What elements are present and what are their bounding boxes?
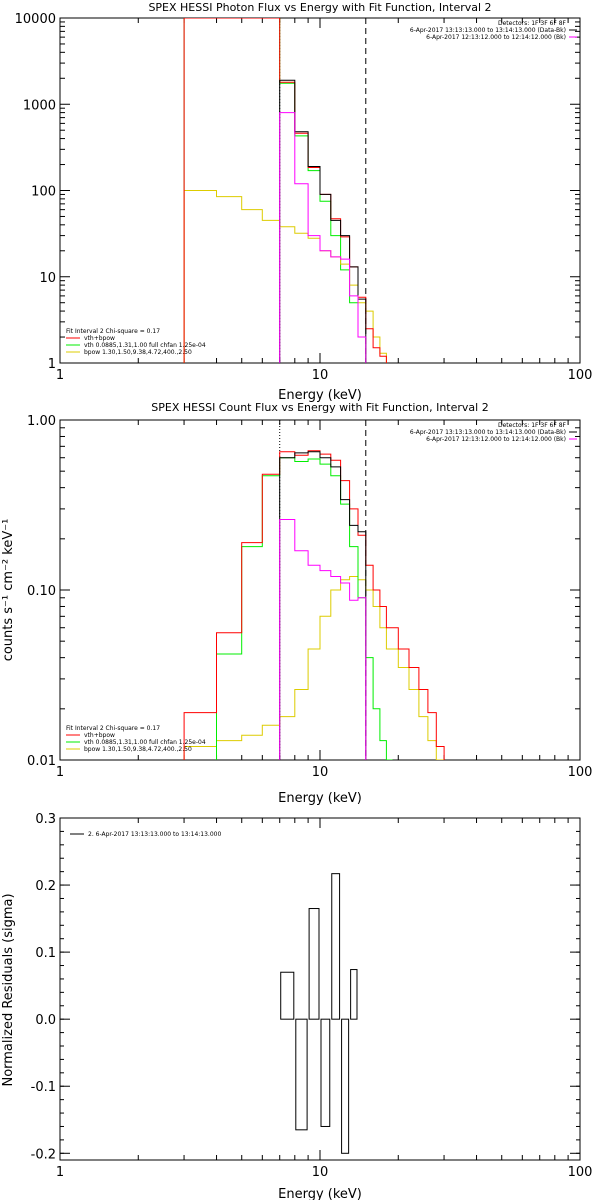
count-flux-panel: SPEX HESSI Count Flux vs Energy with Fit… <box>1 401 592 806</box>
time-interval-label: 6-Apr-2017 13:13:13.000 to 13:14:13.000 … <box>410 27 566 34</box>
residual-bar <box>320 1018 331 1127</box>
y-tick-label: 0.3 <box>35 812 56 827</box>
legend-label: bpow 1.30,1.50,9.38,4.72,400.,2.50 <box>84 746 192 753</box>
x-tick-label: 1 <box>56 368 64 383</box>
y-tick-label: 1 <box>48 357 56 372</box>
plot-frame <box>59 817 581 1161</box>
legend-label: bpow 1.30,1.50,9.38,4.72,400.,2.50 <box>84 349 192 356</box>
histogram-series-4 <box>279 519 367 760</box>
y-tick-label: 0.0 <box>35 1013 56 1028</box>
y-tick-label: 1000 <box>23 98 56 113</box>
histogram-series-3 <box>279 79 367 363</box>
histogram-series-1 <box>183 190 387 363</box>
time-interval-label: 6-Apr-2017 12:13:12.000 to 12:14:12.000 … <box>426 436 566 443</box>
legend-label: vth+bpow <box>84 335 115 342</box>
photon-flux-xlabel: Energy (keV) <box>278 388 362 403</box>
residual-bar <box>350 969 358 1020</box>
time-interval-label: 6-Apr-2017 12:13:12.000 to 12:14:12.000 … <box>426 34 566 41</box>
residual-bar <box>280 971 295 1020</box>
residual-bar <box>341 1018 350 1154</box>
legend-label: vth 0.0885,1.31,1.00 full chfan 1.25e-04 <box>84 739 206 746</box>
x-tick-label: 100 <box>568 368 593 383</box>
x-tick-label: 100 <box>568 765 593 780</box>
legend-label: vth 0.0885,1.31,1.00 full chfan 1.25e-04 <box>84 342 206 349</box>
y-tick-label: 10000 <box>15 12 56 27</box>
legend-label: vth+bpow <box>84 732 115 739</box>
histogram-series-2 <box>183 450 445 760</box>
time-interval-label: 6-Apr-2017 13:13:13.000 to 13:14:13.000 … <box>410 429 566 436</box>
fit-legend-title: Fit Interval 2 Chi-square = 0.17 <box>66 725 160 732</box>
photon-flux-panel: SPEX HESSI Photon Flux vs Energy with Fi… <box>15 1 593 403</box>
y-tick-label: 0.10 <box>27 584 56 599</box>
histogram-series-3 <box>279 451 367 760</box>
y-tick-label: 0.2 <box>35 879 56 894</box>
count-flux-ylabel: counts s⁻¹ cm⁻² keV⁻¹ <box>1 519 16 662</box>
x-tick-label: 1 <box>56 765 64 780</box>
residual-bar <box>331 873 341 1020</box>
time-interval-label: Detectors: 1F 3F 6F 8F <box>498 422 567 429</box>
fit-legend-title: Fit Interval 2 Chi-square = 0.17 <box>66 328 160 335</box>
count-flux-xlabel: Energy (keV) <box>278 791 362 806</box>
x-tick-label: 1 <box>56 1165 64 1180</box>
histogram-series-4 <box>279 112 367 363</box>
x-tick-label: 10 <box>312 765 329 780</box>
residual-bar <box>308 908 320 1020</box>
plot-frame <box>59 419 581 761</box>
x-tick-label: 10 <box>312 368 329 383</box>
time-interval-label: Detectors: 1F 3F 6F 8F <box>498 20 567 27</box>
histogram-series-0 <box>183 576 445 760</box>
y-tick-label: 1.00 <box>27 414 56 429</box>
residuals-xlabel: Energy (keV) <box>278 1187 362 1200</box>
y-tick-label: 100 <box>31 185 56 200</box>
count-flux-title: SPEX HESSI Count Flux vs Energy with Fit… <box>151 401 488 414</box>
residuals-panel: Energy (keV) Normalized Residuals (sigma… <box>1 812 592 1200</box>
residuals-ylabel: Normalized Residuals (sigma) <box>1 893 16 1086</box>
y-tick-label: 10 <box>39 271 56 286</box>
y-tick-label: -0.1 <box>31 1080 56 1095</box>
legend-label: 2. 6-Apr-2017 13:13:13.000 to 13:14:13.0… <box>88 831 221 838</box>
x-tick-label: 10 <box>312 1165 329 1180</box>
x-tick-label: 100 <box>568 1165 593 1180</box>
y-tick-label: 0.1 <box>35 946 56 961</box>
y-tick-label: -0.2 <box>31 1147 56 1162</box>
photon-flux-title: SPEX HESSI Photon Flux vs Energy with Fi… <box>148 1 491 14</box>
residual-bar <box>295 1018 308 1131</box>
y-tick-label: 0.01 <box>27 754 56 769</box>
